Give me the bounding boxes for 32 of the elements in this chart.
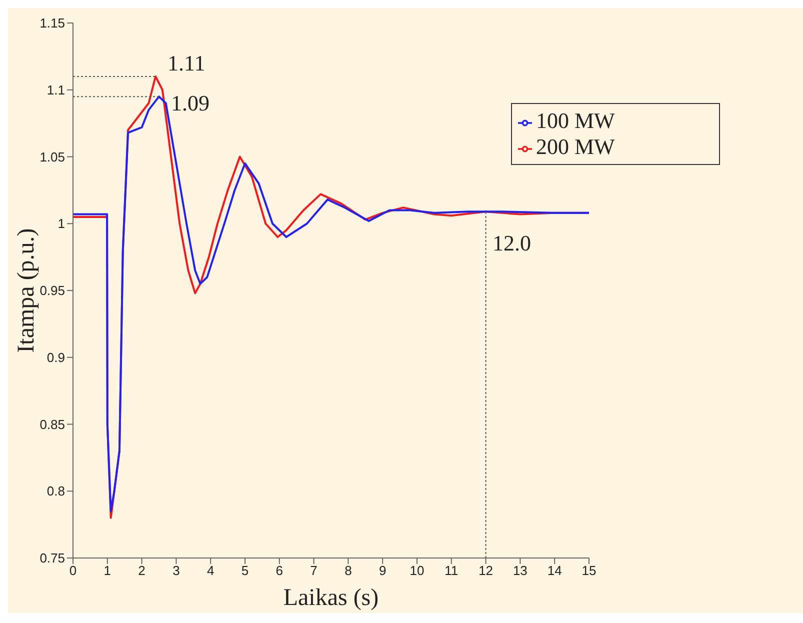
y-tick-label: 1.1 bbox=[46, 82, 65, 98]
y-tick-label: 1.15 bbox=[40, 16, 65, 31]
x-tick-label: 12 bbox=[478, 563, 494, 578]
y-axis-title: Itampa (p.u.) bbox=[14, 228, 40, 353]
x-tick-label: 15 bbox=[582, 563, 596, 578]
x-tick-label: 11 bbox=[444, 563, 458, 578]
x-tick-label: 10 bbox=[410, 563, 424, 578]
x-tick-label: 3 bbox=[172, 563, 180, 578]
x-tick-label: 7 bbox=[310, 563, 318, 578]
legend-label: 100 MW bbox=[536, 108, 615, 133]
x-tick-label: 5 bbox=[241, 563, 249, 578]
y-tick-label: 0.9 bbox=[46, 350, 65, 365]
y-tick-label: 1.05 bbox=[40, 149, 65, 164]
annotation: 1.11 bbox=[168, 50, 206, 76]
x-tick-label: 13 bbox=[512, 563, 528, 578]
y-tick-label: 0.8 bbox=[46, 484, 65, 499]
y-tick-label: 0.85 bbox=[40, 416, 65, 432]
x-tick-label: 2 bbox=[138, 563, 146, 578]
annotation: 12.0 bbox=[492, 230, 532, 256]
x-tick-label: 9 bbox=[378, 563, 386, 578]
legend-label: 200 MW bbox=[536, 134, 615, 159]
y-tick-label: 0.75 bbox=[40, 550, 65, 566]
y-tick-label: 0.95 bbox=[40, 283, 65, 298]
x-tick-label: 14 bbox=[547, 563, 562, 578]
x-tick-label: 0 bbox=[69, 563, 77, 578]
x-tick-label: 8 bbox=[344, 563, 352, 578]
x-tick-label: 6 bbox=[276, 563, 284, 578]
x-axis-title: Laikas (s) bbox=[283, 585, 379, 612]
x-tick-label: 1 bbox=[104, 563, 112, 578]
x-tick-label: 4 bbox=[206, 563, 214, 578]
annotation: 1.09 bbox=[171, 90, 210, 116]
y-tick-label: 1 bbox=[58, 216, 65, 232]
